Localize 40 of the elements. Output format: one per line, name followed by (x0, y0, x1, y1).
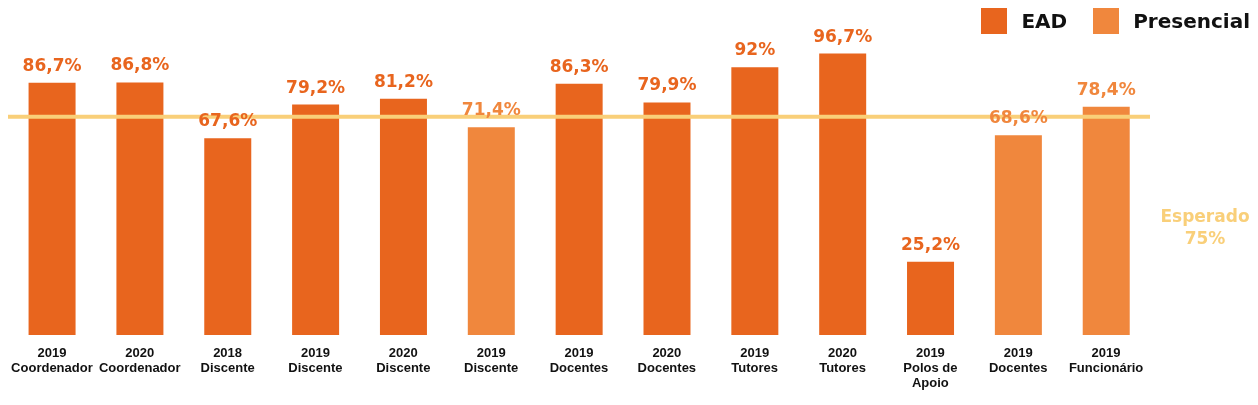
x-tick-label: 2018 Discente (200, 345, 255, 375)
data-label: 78,4% (1076, 78, 1136, 99)
data-label: 86,8% (110, 54, 170, 75)
x-tick-label: 2019 Funcionário (1068, 345, 1144, 375)
bar (643, 102, 691, 335)
bar (28, 82, 76, 335)
bar (379, 98, 427, 335)
data-label: 86,3% (549, 55, 609, 76)
bar (819, 53, 867, 335)
data-label: 71,4% (461, 99, 521, 120)
data-label: 79,9% (637, 74, 697, 95)
bar (467, 127, 515, 335)
data-label: 79,2% (286, 76, 346, 97)
x-tick-label: 2019 Discente (288, 345, 343, 375)
x-tick-label: 2019 Polos de Apoio (903, 345, 958, 390)
data-label: 25,2% (901, 233, 961, 254)
data-label: 92% (734, 39, 776, 60)
data-label: 81,2% (373, 70, 433, 91)
x-tick-label: 2020 Docentes (637, 345, 697, 375)
bar (994, 135, 1042, 335)
bar (731, 67, 779, 335)
legend-label: Presencial (1133, 9, 1250, 33)
x-tick-label: 2020 Coordenador (98, 345, 181, 375)
bar (204, 138, 252, 335)
ref-line-label: Esperado 75% (1160, 205, 1250, 248)
bar (116, 82, 164, 335)
data-label: 86,7% (22, 54, 82, 75)
bar (1082, 106, 1130, 335)
x-tick-label: 2020 Discente (376, 345, 431, 375)
x-tick-label: 2019 Docentes (549, 345, 609, 375)
x-tick-label: 2019 Coordenador (11, 345, 93, 375)
x-tick-label: 2020 Tutores (819, 345, 866, 375)
data-label: 96,7% (813, 25, 873, 46)
x-tick-label: 2019 Tutores (731, 345, 779, 375)
bar (907, 261, 955, 335)
x-tick-label: 2019 Discente (464, 345, 519, 375)
x-tick-label: 2019 Docentes (988, 345, 1048, 375)
legend-label: EAD (1021, 9, 1068, 33)
bar (555, 83, 603, 335)
bar (292, 104, 340, 335)
